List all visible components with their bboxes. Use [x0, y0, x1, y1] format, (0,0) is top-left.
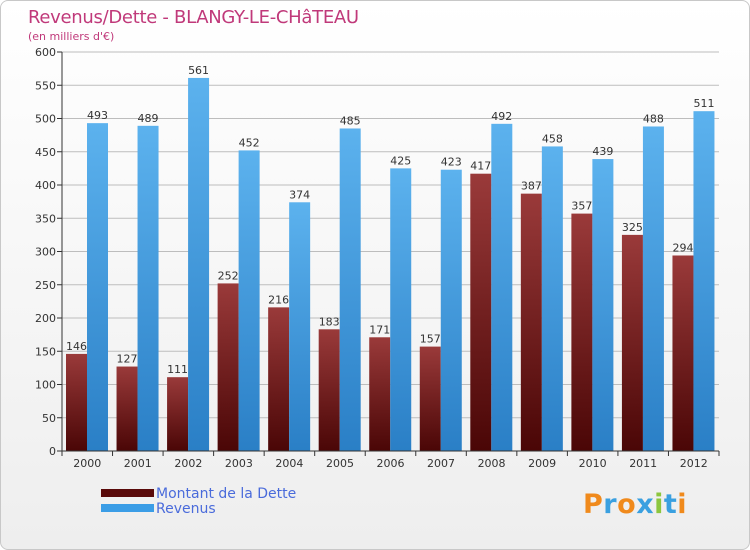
data-label-revenus-2006: 425	[390, 154, 411, 167]
data-label-dette-2005: 183	[319, 315, 340, 328]
data-label-dette-2011: 325	[622, 221, 643, 234]
bar-dette-2002	[167, 377, 189, 451]
bars: 146 493 127 489 111 561 252 452 216 374 183 485 171 4…	[66, 64, 715, 452]
data-label-revenus-2005: 485	[340, 114, 361, 127]
x-tick-label: 2010	[579, 457, 607, 470]
y-tick-label: 300	[35, 246, 56, 259]
y-tick-label: 100	[35, 379, 56, 392]
x-tick-label: 2008	[478, 457, 506, 470]
data-label-dette-2007: 157	[420, 333, 441, 346]
y-tick-label: 450	[35, 146, 56, 159]
y-tick-label: 250	[35, 279, 56, 292]
logo-letter: P	[583, 489, 604, 520]
data-label-dette-2000: 146	[66, 340, 87, 353]
bar-dette-2003	[217, 283, 239, 451]
logo-letter: x	[636, 489, 655, 520]
x-tick-label: 2004	[275, 457, 303, 470]
data-label-dette-2003: 252	[218, 269, 239, 282]
bar-revenus-2002	[188, 77, 210, 451]
bar-dette-2008	[470, 173, 492, 451]
chart-subtitle: (en milliers d'€)	[28, 30, 115, 43]
data-label-revenus-2004: 374	[289, 188, 310, 201]
x-tick-label: 2001	[124, 457, 152, 470]
data-label-dette-2002: 111	[167, 363, 188, 376]
axes: 0 50 100 150 200 250 300 350 400 450 500 550 600 2000…	[35, 46, 720, 470]
data-label-dette-2009: 387	[521, 180, 542, 193]
x-tick-label: 2003	[225, 457, 253, 470]
bar-dette-2000	[66, 353, 87, 451]
logo-letter: o	[617, 489, 637, 520]
bar-dette-2009	[520, 193, 542, 451]
data-label-revenus-2002: 561	[188, 64, 209, 77]
bar-dette-2007	[419, 346, 441, 451]
data-label-dette-2001: 127	[117, 353, 138, 366]
bar-revenus-2004	[289, 202, 311, 451]
bar-dette-2006	[369, 337, 391, 451]
data-label-revenus-2008: 492	[491, 110, 512, 123]
x-tick-label: 2006	[377, 457, 405, 470]
legend-swatch-revenus	[101, 504, 154, 512]
bar-revenus-2008	[491, 123, 513, 451]
y-tick-label: 400	[35, 179, 56, 192]
bar-dette-2010	[571, 213, 593, 451]
data-label-dette-2010: 357	[571, 200, 592, 213]
logo-letter: i	[654, 489, 664, 520]
bar-revenus-2001	[137, 125, 159, 451]
data-label-revenus-2001: 489	[138, 112, 159, 125]
x-tick-label: 2002	[174, 457, 202, 470]
bar-dette-2004	[268, 307, 290, 451]
data-label-revenus-2009: 458	[542, 132, 563, 145]
data-label-dette-2004: 216	[268, 293, 289, 306]
bar-revenus-2011	[642, 126, 664, 451]
data-label-revenus-2010: 439	[592, 145, 613, 158]
bar-revenus-2000	[87, 123, 108, 451]
bar-revenus-2007	[440, 169, 462, 451]
logo-letter: r	[603, 489, 618, 520]
logo-letter: i	[677, 489, 688, 520]
y-tick-label: 0	[49, 445, 56, 458]
x-tick-label: 2009	[528, 457, 556, 470]
data-label-dette-2006: 171	[369, 323, 390, 336]
bar-revenus-2012	[693, 111, 715, 451]
y-tick-label: 50	[42, 412, 56, 425]
data-label-revenus-2007: 423	[441, 156, 462, 169]
x-tick-label: 2011	[629, 457, 657, 470]
legend-swatch-dette	[101, 489, 154, 497]
data-label-dette-2012: 294	[672, 241, 693, 254]
bar-revenus-2006	[390, 168, 412, 451]
y-tick-label: 200	[35, 312, 56, 325]
x-tick-label: 2007	[427, 457, 455, 470]
bar-revenus-2005	[339, 128, 361, 451]
y-tick-label: 500	[35, 113, 56, 126]
y-tick-label: 150	[35, 345, 56, 358]
proxiti-logo: Proxiti	[583, 489, 687, 520]
data-label-revenus-2012: 511	[693, 97, 714, 110]
data-label-revenus-2000: 493	[87, 109, 108, 122]
bar-revenus-2003	[238, 150, 260, 452]
x-tick-label: 2000	[73, 457, 101, 470]
bar-revenus-2010	[592, 159, 614, 451]
bar-dette-2012	[672, 255, 694, 451]
bar-dette-2011	[621, 234, 643, 451]
x-tick-label: 2005	[326, 457, 354, 470]
chart-title: Revenus/Dette - BLANGY-LE-CHâTEAU	[28, 7, 359, 28]
data-label-revenus-2003: 452	[239, 136, 260, 149]
y-tick-label: 350	[35, 212, 56, 225]
legend-label-dette: Montant de la Dette	[156, 486, 297, 502]
data-label-dette-2008: 417	[470, 160, 491, 173]
bar-dette-2005	[318, 329, 340, 451]
legend-label-revenus: Revenus	[156, 501, 216, 517]
x-tick-label: 2012	[680, 457, 708, 470]
logo-letter: t	[663, 489, 678, 520]
data-label-revenus-2011: 488	[643, 112, 664, 125]
bar-dette-2001	[116, 366, 138, 451]
y-tick-label: 600	[35, 46, 56, 59]
bar-revenus-2009	[541, 146, 563, 451]
y-tick-label: 550	[35, 79, 56, 92]
